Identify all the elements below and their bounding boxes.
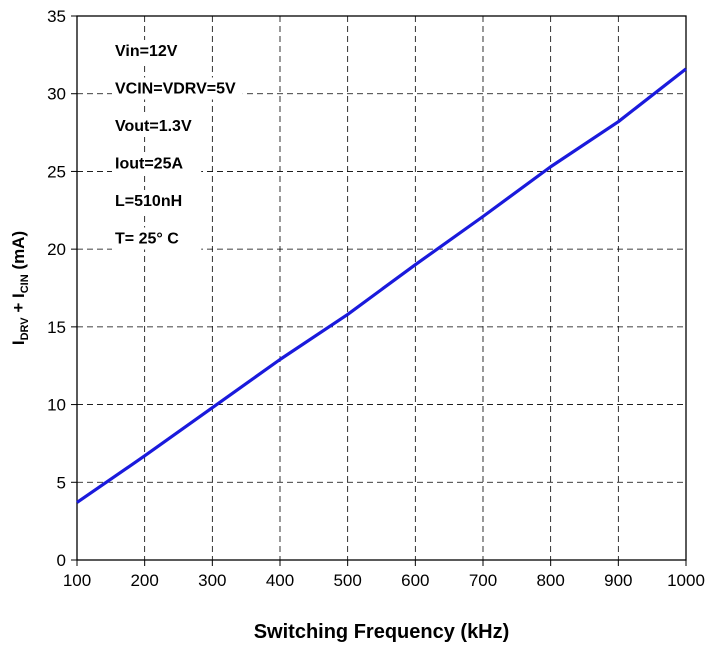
x-tick-label: 200 bbox=[130, 571, 158, 590]
y-tick-label: 25 bbox=[47, 162, 66, 181]
y-axis-title-part: + I bbox=[9, 293, 28, 317]
y-axis-title: IDRV + ICIN (mA) bbox=[9, 231, 31, 345]
x-tick-label: 300 bbox=[198, 571, 226, 590]
x-tick-label: 900 bbox=[604, 571, 632, 590]
annotation-text: Vin=12V bbox=[115, 43, 178, 60]
y-tick-label: 5 bbox=[57, 473, 66, 492]
axis-ticks bbox=[71, 15, 687, 566]
y-axis-title-subscript: CIN bbox=[19, 274, 31, 293]
y-axis-title-subscript: DRV bbox=[19, 317, 31, 341]
y-tick-label: 0 bbox=[57, 551, 66, 570]
annotation-background bbox=[112, 152, 202, 175]
y-tick-label: 15 bbox=[47, 318, 66, 337]
tick-labels: 100 200 300 400 500 600 700 800 900 1000 0 5 10 15 20 2… bbox=[47, 7, 705, 590]
annotation-background bbox=[112, 190, 191, 212]
x-tick-label: 800 bbox=[536, 571, 564, 590]
annotation-background bbox=[112, 77, 243, 100]
series-layer bbox=[76, 67, 687, 504]
y-tick-label: 35 bbox=[47, 7, 66, 26]
x-tick-label: 1000 bbox=[667, 571, 705, 590]
annotation-text: T= 25° C bbox=[115, 231, 179, 248]
x-tick-label: 700 bbox=[469, 571, 497, 590]
y-tick-label: 10 bbox=[47, 396, 66, 415]
annotation-background bbox=[112, 40, 191, 62]
annotations: Vin=12V VCIN=VDRV=5V Vout=1.3V Iout=25A L=51… bbox=[112, 40, 243, 250]
annotation-background bbox=[112, 115, 212, 137]
x-tick-label: 500 bbox=[333, 571, 361, 590]
annotation-background bbox=[112, 227, 202, 250]
y-axis-title-part: (mA) bbox=[9, 231, 28, 274]
annotation-text: L=510nH bbox=[115, 193, 182, 210]
annotation-text: VCIN=VDRV=5V bbox=[115, 81, 236, 98]
y-tick-label: 30 bbox=[47, 85, 66, 104]
x-axis-title: Switching Frequency (kHz) bbox=[254, 621, 510, 643]
plot-frame bbox=[76, 15, 687, 561]
series-line bbox=[76, 67, 687, 504]
x-tick-label: 100 bbox=[63, 571, 91, 590]
annotation-text: Vout=1.3V bbox=[115, 118, 192, 135]
y-axis-title-part: I bbox=[9, 340, 28, 345]
y-tick-label: 20 bbox=[47, 240, 66, 259]
x-tick-label: 600 bbox=[401, 571, 429, 590]
annotation-text: Iout=25A bbox=[115, 156, 183, 173]
x-tick-label: 400 bbox=[266, 571, 294, 590]
